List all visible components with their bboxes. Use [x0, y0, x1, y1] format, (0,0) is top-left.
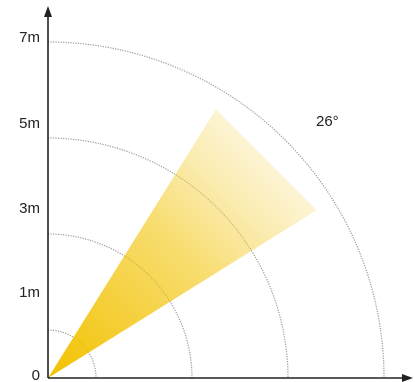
light-beam-cone — [48, 109, 317, 379]
tick-labels: 0 1m 3m 5m 7m — [19, 29, 40, 382]
tick-label-7m: 7m — [19, 29, 40, 46]
tick-label-0: 0 — [32, 367, 40, 382]
beam-angle-label: 26° — [316, 113, 339, 130]
tick-label-3m: 3m — [19, 200, 40, 217]
x-axis-arrow-icon — [402, 374, 413, 382]
tick-label-1m: 1m — [19, 284, 40, 301]
axes — [44, 6, 413, 382]
tick-label-5m: 5m — [19, 115, 40, 132]
y-axis-arrow-icon — [44, 6, 52, 17]
range-arc-7m — [47, 41, 385, 379]
